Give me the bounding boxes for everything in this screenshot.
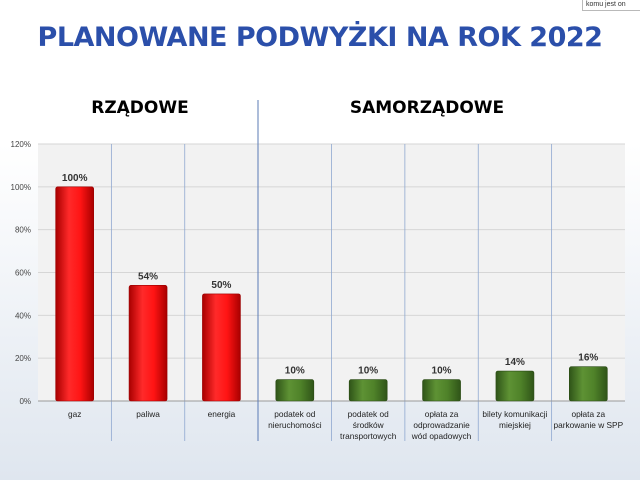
x-tick-label: opłata za bbox=[425, 409, 459, 419]
data-label: 100% bbox=[62, 173, 88, 184]
x-tick-label: parkowanie w SPP bbox=[553, 420, 623, 430]
data-label: 10% bbox=[358, 366, 378, 377]
x-tick-label: odprowadzanie bbox=[413, 420, 470, 430]
data-label: 14% bbox=[505, 357, 525, 368]
x-tick-label: gaz bbox=[68, 409, 81, 419]
data-label: 10% bbox=[285, 366, 305, 377]
bar bbox=[128, 285, 168, 402]
x-tick-label: bilety komunikacji bbox=[482, 409, 547, 419]
x-tick-label: miejskiej bbox=[499, 420, 531, 430]
y-tick-label: 60% bbox=[15, 269, 31, 278]
x-tick-label: podatek od bbox=[274, 409, 315, 419]
y-tick-label: 0% bbox=[19, 397, 31, 406]
y-tick-label: 120% bbox=[11, 140, 31, 149]
bar bbox=[348, 379, 388, 402]
data-label: 54% bbox=[138, 271, 158, 282]
data-label: 16% bbox=[578, 353, 598, 364]
x-tick-label: transportowych bbox=[340, 431, 397, 441]
y-tick-label: 40% bbox=[15, 311, 31, 320]
data-label: 50% bbox=[211, 280, 231, 291]
y-tick-label: 80% bbox=[15, 226, 31, 235]
chart-title: PLANOWANE PODWYŻKI NA ROK 2022 bbox=[37, 22, 603, 53]
y-tick-label: 20% bbox=[15, 354, 31, 363]
bar bbox=[202, 293, 241, 402]
x-tick-label: podatek od bbox=[348, 409, 389, 419]
x-tick-label: opłata za bbox=[571, 409, 605, 419]
x-tick-label: nieruchomości bbox=[268, 420, 322, 430]
x-tick-label: wód opadowych bbox=[411, 431, 472, 441]
bar bbox=[569, 366, 608, 402]
group-title-samorzadowe: SAMORZĄDOWE bbox=[349, 98, 505, 118]
bar bbox=[275, 379, 315, 402]
x-tick-label: środków bbox=[353, 420, 385, 430]
bar bbox=[422, 379, 461, 402]
x-tick-label: energia bbox=[208, 409, 236, 419]
group-title-rzadowe: RZĄDOWE bbox=[91, 98, 189, 118]
y-tick-label: 100% bbox=[11, 183, 31, 192]
data-label: 10% bbox=[432, 366, 452, 377]
corner-note: komu jest on bbox=[582, 0, 640, 11]
bar bbox=[55, 186, 94, 402]
x-tick-label: paliwa bbox=[136, 409, 160, 419]
bar bbox=[495, 370, 535, 402]
